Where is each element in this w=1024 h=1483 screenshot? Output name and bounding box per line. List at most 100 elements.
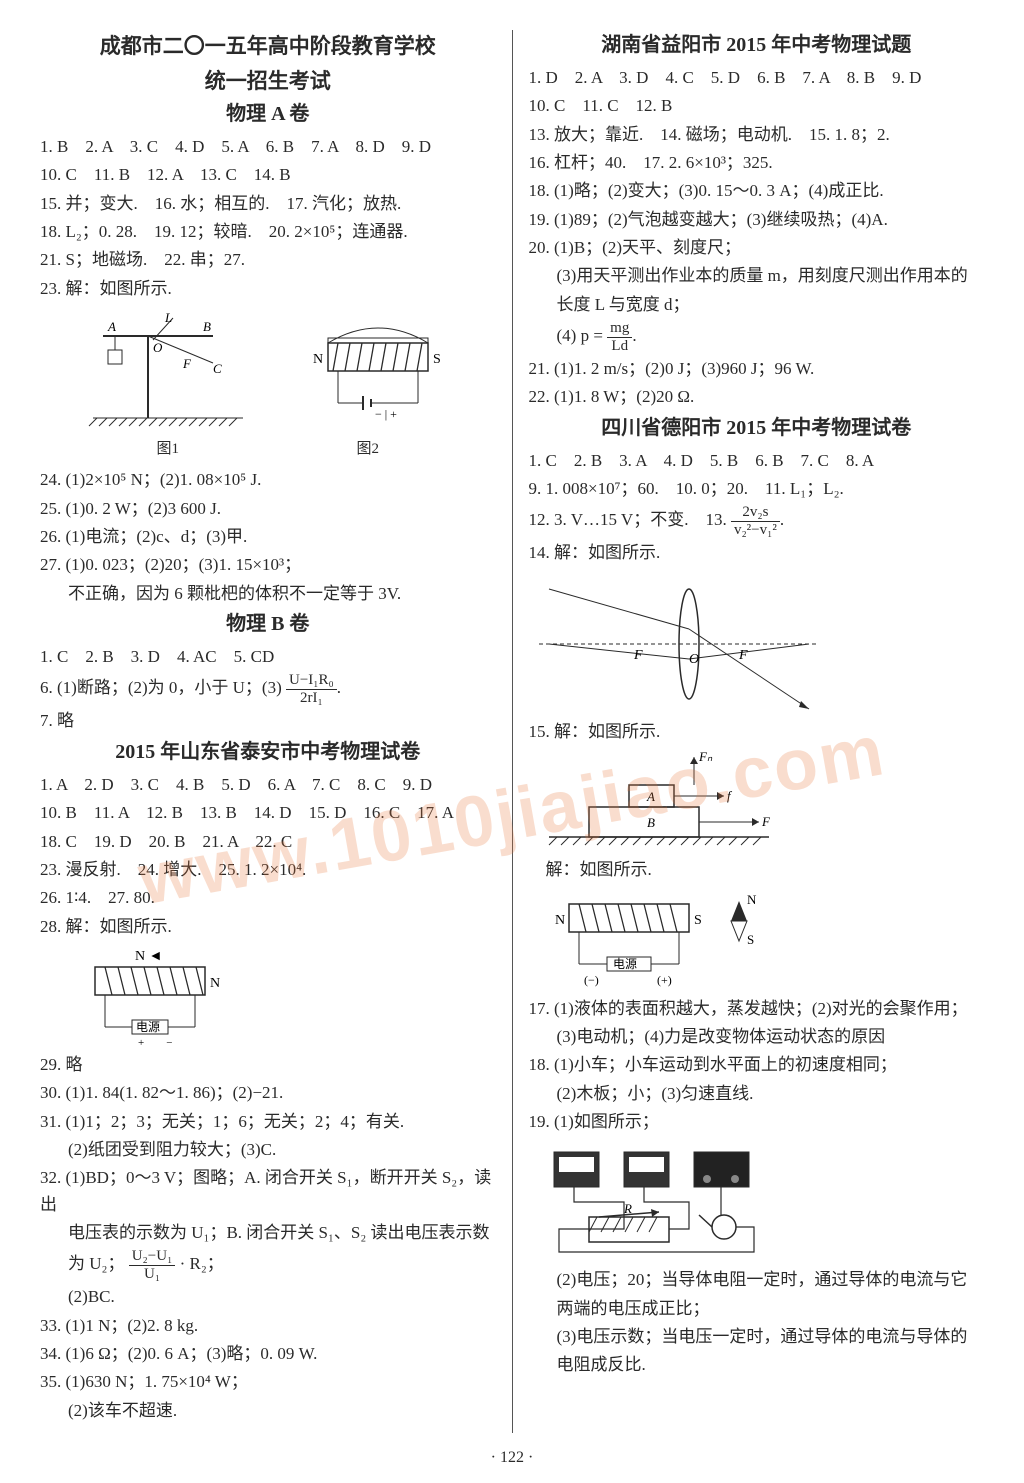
answer-row: 19. (1)89；(2)气泡越变越大；(3)继续吸热；(4)A.	[529, 207, 985, 233]
answer-row: 1. B 2. A 3. C 4. D 5. A 6. B 7. A 8. D …	[40, 134, 496, 160]
answer-row: 为 U₂； U₂−U₁ U₁ · R₂；	[40, 1248, 496, 1282]
answer-row: 两端的电压成正比；	[529, 1296, 985, 1322]
lens-diagram-icon: F O F	[529, 569, 829, 719]
figure-circuit: R	[529, 1137, 985, 1267]
svg-text:(−): (−)	[584, 973, 599, 987]
answer-row: (3)用天平测出作业本的质量 m，用刻度尺测出作用本的	[529, 263, 985, 289]
fraction: U−I₁R₀ 2rI₁	[286, 672, 337, 706]
answer-row: 10. C 11. B 12. A 13. C 14. B	[40, 162, 496, 188]
answer-row: 18. (1)略；(2)变大；(3)0. 15～0. 3 A；(4)成正比.	[529, 178, 985, 204]
answer-row: (2)BC.	[40, 1284, 496, 1310]
figure-1: A B O F C L 图1	[83, 308, 253, 461]
answer-row: 29. 略	[40, 1052, 496, 1078]
fraction-numerator: mg	[607, 320, 632, 338]
svg-text:+ −: + −	[138, 1037, 172, 1049]
svg-text:S: S	[694, 913, 702, 928]
fraction-denominator: v₂²−v₁²	[731, 522, 780, 539]
fraction-denominator: U₁	[129, 1266, 176, 1283]
chengdu-title-line1: 成都市二〇一五年高中阶段教育学校	[40, 30, 496, 63]
svg-text:N: N	[313, 352, 323, 367]
crane-diagram-icon: A B O F C L	[83, 308, 253, 438]
answer-row: 34. (1)6 Ω；(2)0. 6 A；(3)略；0. 09 W.	[40, 1341, 496, 1367]
fraction-denominator: 2rI₁	[286, 690, 337, 707]
answer-row: 21. S；地磁场. 22. 串；27.	[40, 247, 496, 273]
answer-row: 26. 1∶4. 27. 80.	[40, 885, 496, 911]
chengdu-title-line2: 统一招生考试	[40, 65, 496, 98]
page-container: 成都市二〇一五年高中阶段教育学校 统一招生考试 物理 A 卷 1. B 2. A…	[28, 30, 996, 1433]
answer-row: (3)电压示数；当电压一定时，通过导体的电流与导体的	[529, 1324, 985, 1350]
figure-row-chengdu: A B O F C L 图1	[40, 308, 496, 461]
answer-row: (2)该车不超速.	[40, 1398, 496, 1424]
answer-row: 31. (1)1；2；3；无关；1；6；无关；2；4；有关.	[40, 1109, 496, 1135]
chengdu-title-line3: 物理 A 卷	[40, 99, 496, 130]
svg-text:B: B	[647, 815, 655, 830]
answer-row: (2)纸团受到阻力较大；(3)C.	[40, 1137, 496, 1163]
figure-taian-28: N ◄ N 电源 + −	[40, 942, 496, 1052]
fraction: U₂−U₁ U₁	[129, 1248, 176, 1282]
answer-row: (2)电压；20；当导体电阻一定时，通过导体的电流与它	[529, 1267, 985, 1293]
page-number: · 122 ·	[0, 1446, 1024, 1471]
answer-row: 长度 L 与宽度 d；	[529, 292, 985, 318]
svg-text:S: S	[747, 932, 754, 947]
answer-row: 1. A 2. D 3. C 4. B 5. D 6. A 7. C 8. C …	[40, 772, 496, 798]
left-column: 成都市二〇一五年高中阶段教育学校 统一招生考试 物理 A 卷 1. B 2. A…	[28, 30, 508, 1433]
fraction-numerator: 2v₂s	[731, 504, 780, 522]
yiyang-title: 湖南省益阳市 2015 年中考物理试题	[529, 30, 985, 61]
q32-prefix: 为 U₂；	[68, 1254, 124, 1273]
answer-row: 33. (1)1 N；(2)2. 8 kg.	[40, 1313, 496, 1339]
fraction-numerator: U−I₁R₀	[286, 672, 337, 690]
q6-prefix: 6. (1)断路；(2)为 0，小于 U；(3)	[40, 678, 282, 697]
answer-row: 12. 3. V…15 V；不变. 13. 2v₂s v₂²−v₁² .	[529, 504, 985, 538]
svg-text:F: F	[738, 648, 748, 663]
answer-row: 解：如图所示.	[529, 857, 985, 883]
force-diagram-icon: A B f F Fₙ	[529, 747, 789, 857]
right-column: 湖南省益阳市 2015 年中考物理试题 1. D 2. A 3. D 4. C …	[517, 30, 997, 1433]
svg-text:O: O	[689, 652, 699, 667]
answer-row: 10. B 11. A 12. B 13. B 14. D 15. D 16. …	[40, 800, 496, 826]
svg-text:C: C	[213, 361, 222, 376]
answer-row: 23. 解：如图所示.	[40, 276, 496, 302]
answer-row: 26. (1)电流；(2)c、d；(3)甲.	[40, 524, 496, 550]
svg-text:N: N	[747, 892, 757, 907]
answer-row: 21. (1)1. 2 m/s；(2)0 J；(3)960 J；96 W.	[529, 356, 985, 382]
answer-row: 6. (1)断路；(2)为 0，小于 U；(3) U−I₁R₀ 2rI₁ .	[40, 672, 496, 706]
svg-text:f: f	[727, 788, 733, 803]
svg-text:F: F	[761, 814, 771, 829]
column-divider	[512, 30, 513, 1433]
svg-text:F: F	[633, 648, 643, 663]
figure-2-caption: 图2	[283, 438, 453, 461]
answer-row: 23. 漫反射. 24. 增大. 25. 1. 2×10⁴.	[40, 857, 496, 883]
answer-row: 24. (1)2×10⁵ N；(2)1. 08×10⁵ J.	[40, 467, 496, 493]
solenoid-compass-icon: N S N S 电源 (−) (+)	[529, 886, 789, 996]
figure-force: A B f F Fₙ	[529, 747, 985, 857]
answer-row: (2)木板；小；(3)匀速直线.	[529, 1081, 985, 1107]
answer-row: 15. 解：如图所示.	[529, 719, 985, 745]
physics-b-title: 物理 B 卷	[40, 609, 496, 640]
svg-text:− | +: − | +	[375, 407, 397, 421]
answer-row: 25. (1)0. 2 W；(2)3 600 J.	[40, 496, 496, 522]
answer-row: 10. C 11. C 12. B	[529, 93, 985, 119]
figure-lens: F O F	[529, 569, 985, 719]
svg-text:A: A	[646, 789, 655, 804]
fraction-numerator: U₂−U₁	[129, 1248, 176, 1266]
deyang-title: 四川省德阳市 2015 年中考物理试卷	[529, 413, 985, 444]
svg-text:电源: 电源	[613, 957, 637, 971]
svg-text:S: S	[433, 352, 441, 367]
figure-1-caption: 图1	[83, 438, 253, 461]
answer-row: 1. D 2. A 3. D 4. C 5. D 6. B 7. A 8. B …	[529, 65, 985, 91]
answer-row: (4) p = mg Ld .	[529, 320, 985, 354]
answer-row: 35. (1)630 N；1. 75×10⁴ W；	[40, 1369, 496, 1395]
svg-text:O: O	[153, 340, 163, 355]
answer-row: 17. (1)液体的表面积越大，蒸发越快；(2)对光的会聚作用；	[529, 996, 985, 1022]
answer-row: 18. C 19. D 20. B 21. A 22. C	[40, 829, 496, 855]
svg-text:F: F	[182, 356, 192, 371]
svg-text:N: N	[210, 976, 220, 991]
q32-suffix: · R₂；	[180, 1254, 224, 1273]
answer-row: 1. C 2. B 3. D 4. AC 5. CD	[40, 644, 496, 670]
q12-text: 12. 3. V…15 V；不变. 13.	[529, 510, 731, 529]
power-source-label: 电源	[136, 1020, 160, 1034]
svg-text:(+): (+)	[657, 973, 672, 987]
answer-row: 电压表的示数为 U₁；B. 闭合开关 S₁、S₂ 读出电压表示数	[40, 1220, 496, 1246]
answer-row: 1. C 2. B 3. A 4. D 5. B 6. B 7. C 8. A	[529, 448, 985, 474]
answer-row: 20. (1)B；(2)天平、刻度尺；	[529, 235, 985, 261]
